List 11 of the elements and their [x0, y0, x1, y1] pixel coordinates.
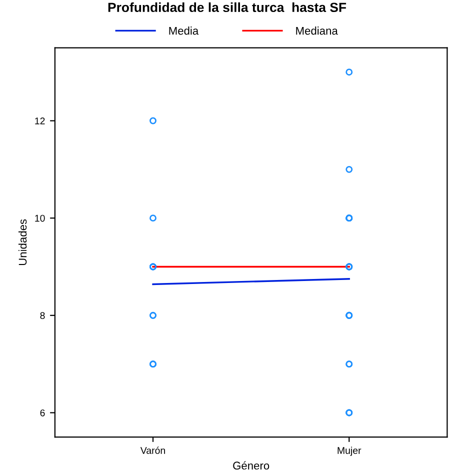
y-tick-label: 8 — [40, 312, 45, 320]
chart-title: Profundidad de la silla turca hasta SF — [108, 2, 346, 12]
y-tick-label: 10 — [35, 214, 45, 222]
legend-label: Media — [169, 26, 199, 35]
x-tick-label: Varón — [140, 446, 165, 454]
legend-label: Mediana — [296, 26, 338, 35]
x-axis-title: Género — [233, 461, 270, 470]
y-tick-label: 12 — [35, 117, 45, 124]
y-tick-label: 6 — [40, 409, 45, 416]
x-tick-label: Mujer — [338, 446, 362, 456]
y-axis-title: Unidades — [18, 219, 27, 266]
